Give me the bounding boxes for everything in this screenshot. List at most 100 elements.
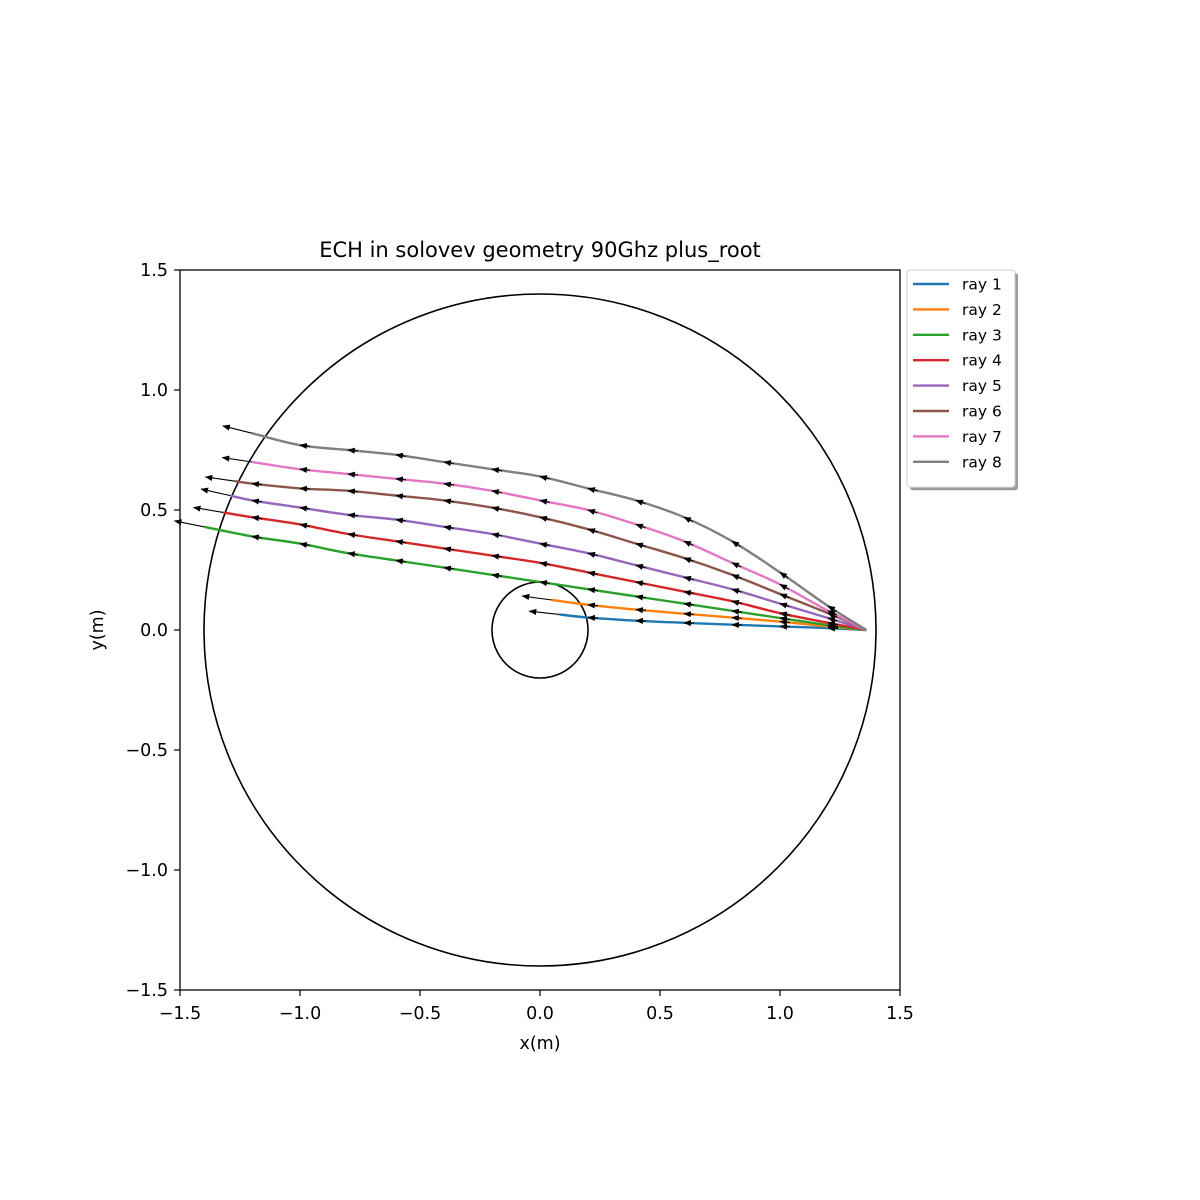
ray-8-arrow: [587, 487, 598, 494]
ray-3-arrow: [587, 587, 598, 594]
boundary-circles: [203, 293, 877, 967]
ray-5-arrow: [683, 575, 694, 582]
ray-5-arrow: [443, 524, 454, 531]
ray-4-arrow: [587, 570, 598, 577]
y-tick-label: 0.5: [140, 501, 168, 521]
x-tick-label: 1.5: [886, 1004, 914, 1024]
ray-4-arrow: [731, 599, 742, 606]
ray-3-arrow: [731, 608, 742, 615]
ray-2-arrow: [683, 611, 695, 618]
ray-6-arrow: [731, 574, 742, 581]
ray-5-arrow: [200, 487, 231, 497]
plot-area: [173, 269, 901, 991]
legend-label-ray-1: ray 1: [962, 276, 1002, 294]
ray-3-arrow: [779, 615, 790, 623]
ray-7-arrow: [779, 583, 790, 591]
ray-4-arrow: [299, 522, 310, 529]
ray-5-arrow: [395, 517, 406, 524]
ray-7-arrow: [731, 562, 742, 569]
ray-7-arrow: [491, 489, 502, 496]
ray-3-arrow: [395, 558, 406, 565]
ray-8-arrow: [731, 540, 741, 548]
ray-5-arrow: [347, 512, 359, 519]
ray-5-arrow: [251, 498, 262, 505]
ray-4-arrow: [683, 589, 694, 596]
ray-3-arrow: [347, 551, 358, 558]
ray-3-arrow: [491, 572, 502, 579]
legend-label-ray-7: ray 7: [962, 428, 1002, 446]
ray-4-arrow: [443, 546, 454, 553]
ray-2-arrow: [521, 593, 553, 601]
x-tick-label: 0.0: [526, 1004, 554, 1024]
ray-3-arrow: [539, 579, 550, 587]
ray-7-arrow: [539, 498, 550, 505]
legend-label-ray-2: ray 2: [962, 301, 1002, 319]
ray-7-arrow: [683, 540, 694, 547]
plot-frame: [179, 269, 901, 991]
ray-5-arrow: [299, 505, 310, 512]
y-tick-label: 1.0: [140, 381, 168, 401]
y-axis-label: y(m): [88, 609, 108, 650]
ray-5-arrow: [779, 602, 790, 609]
ray-3-arrow: [251, 534, 262, 541]
ray-8-arrow: [635, 499, 646, 506]
ray-5-arrow: [587, 551, 598, 558]
legend-label-ray-5: ray 5: [962, 377, 1002, 395]
x-tick-label: 0.5: [646, 1004, 674, 1024]
ray-2-arrow: [731, 615, 743, 622]
outer-boundary-circle: [203, 293, 877, 967]
y-tick-label: 0.0: [140, 621, 168, 641]
ray-8-arrow: [539, 475, 550, 482]
ray-8-arrow: [395, 452, 406, 459]
ray-4-arrow: [491, 553, 502, 560]
inner-boundary-circle: [491, 581, 589, 679]
ray-4-arrow: [539, 561, 550, 568]
x-axis: −1.5 −1.0 −0.5 0.0 0.5 1.0 1.5: [159, 990, 914, 1024]
ray-7-arrow: [443, 481, 454, 488]
ray-6-arrow: [491, 505, 502, 512]
ray-8-arrow: [443, 459, 454, 467]
ray-series: [203, 432, 868, 632]
ray-3-arrow: [443, 565, 454, 572]
ray-4-arrow: [251, 515, 262, 522]
legend-label-ray-3: ray 3: [962, 326, 1002, 344]
ray-4-arrow: [827, 621, 838, 628]
x-tick-label: −0.5: [399, 1004, 442, 1024]
legend-label-ray-6: ray 6: [962, 403, 1002, 421]
legend-label-ray-8: ray 8: [962, 453, 1002, 471]
y-tick-label: 1.5: [140, 261, 168, 281]
ray-2-arrow: [587, 602, 599, 609]
ray-6-arrow: [683, 557, 694, 564]
ray-6-arrow: [539, 515, 550, 522]
ray-5-arrow: [491, 532, 502, 539]
chart-title: ECH in solovev geometry 90Ghz plus_root: [319, 238, 761, 263]
ray-4-arrow: [347, 531, 358, 539]
x-axis-label: x(m): [519, 1034, 560, 1054]
ray-4-arrow: [395, 539, 406, 546]
legend-label-ray-4: ray 4: [962, 352, 1002, 370]
ray-6-arrow: [443, 498, 454, 505]
x-tick-label: 1.0: [766, 1004, 794, 1024]
ray-8-arrow: [683, 516, 694, 524]
ray-7-arrow: [221, 455, 253, 463]
ray-3-arrow: [173, 519, 205, 528]
x-tick-label: −1.5: [159, 1004, 202, 1024]
y-tick-label: −0.5: [126, 741, 169, 761]
ray-8-arrow: [222, 424, 253, 434]
ray-5-arrow: [635, 563, 646, 570]
y-axis: −1.5 −1.0 −0.5 0.0 0.5 1.0 1.5: [126, 261, 180, 1001]
ray-3-arrow: [299, 541, 310, 548]
ray-6-arrow: [587, 528, 598, 535]
x-tick-label: −1.0: [279, 1004, 322, 1024]
ray-4-arrow: [192, 505, 224, 513]
ray-6-arrow: [347, 488, 359, 495]
ray-8-arrow: [299, 442, 311, 449]
ray-1-arrow: [528, 608, 560, 615]
ray-8-arrow: [491, 467, 502, 474]
ray-7-arrow: [395, 476, 407, 483]
ray-arrows: [173, 424, 839, 632]
ray-5-arrow: [539, 541, 550, 548]
ray-6-arrow: [635, 542, 646, 549]
ray-2-arrow: [635, 607, 647, 614]
